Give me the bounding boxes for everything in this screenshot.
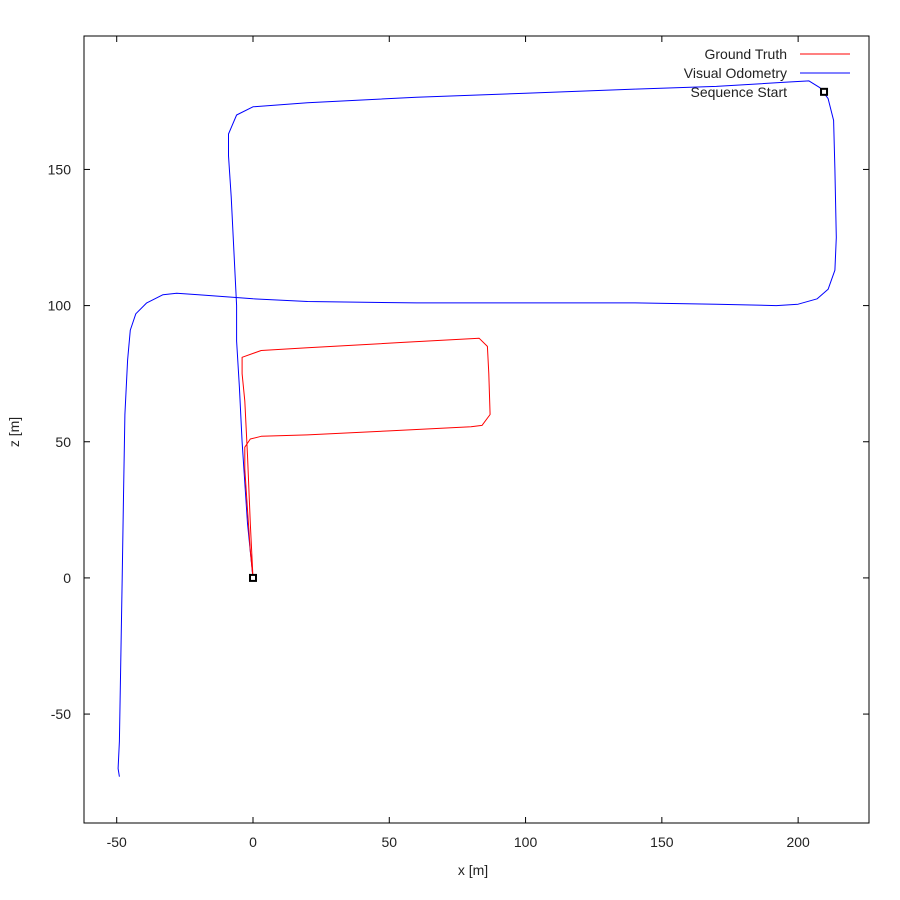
legend-label-ground-truth: Ground Truth (705, 46, 788, 62)
x-tick-label: -50 (107, 834, 127, 850)
x-tick-label: 200 (786, 834, 810, 850)
sequence-start-marker (820, 87, 829, 96)
y-axis-label: z [m] (6, 417, 22, 447)
plot-frame (83, 35, 870, 824)
y-tick-label: 50 (55, 434, 71, 450)
legend: Ground Truth Visual Odometry Sequence St… (684, 46, 850, 100)
ticks-layer: -50 0 50 100 150 200 -50 0 50 100 150 (48, 36, 869, 850)
x-axis-label: x [m] (458, 862, 488, 878)
y-tick-label: 150 (48, 161, 72, 177)
legend-label-visual-odometry: Visual Odometry (684, 65, 787, 81)
y-tick-label: 100 (48, 298, 72, 314)
series-layer (117, 80, 837, 777)
y-tick-label: -50 (51, 706, 71, 722)
x-tick-label: 0 (249, 834, 257, 850)
x-tick-label: 150 (650, 834, 674, 850)
markers-layer (248, 87, 829, 582)
x-tick-label: 100 (514, 834, 538, 850)
sequence-start-marker (248, 573, 257, 582)
legend-label-sequence-start: Sequence Start (690, 84, 787, 100)
x-tick-label: 50 (381, 834, 397, 850)
y-tick-label: 0 (63, 570, 71, 586)
series-line-visual-odometry (117, 80, 837, 777)
series-line-ground-truth (241, 337, 491, 578)
